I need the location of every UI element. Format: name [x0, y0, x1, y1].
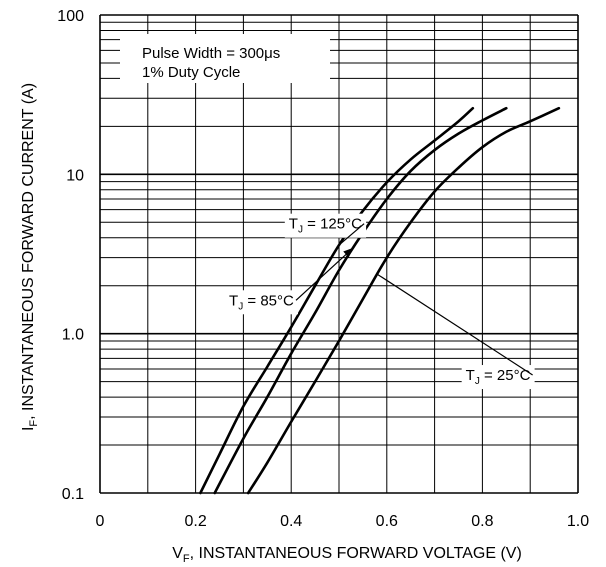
curve-tj-25c	[246, 106, 561, 495]
series-label-background	[225, 290, 299, 315]
label-tj-85c: TJ = 85°C	[225, 247, 354, 315]
x-tick-label: 0	[96, 513, 105, 530]
series-annotations: TJ = 125°C TJ = 85°C TJ = 25°C	[225, 213, 535, 390]
leader-line	[295, 247, 354, 301]
y-axis-title: IF, INSTANTANEOUS FORWARD CURRENT (A)	[20, 83, 40, 431]
note-duty-cycle: 1% Duty Cycle	[142, 64, 240, 81]
leader-line	[376, 273, 533, 376]
curve-tj-125c	[199, 106, 475, 495]
y-tick-label: 10	[66, 167, 84, 184]
grid	[99, 14, 579, 494]
y-tick-label: 1.0	[62, 327, 84, 344]
x-tick-label: 0.4	[280, 513, 302, 530]
series-label-text: TJ = 125°C	[289, 216, 362, 236]
arrowhead	[343, 247, 354, 258]
y-tick-label: 100	[57, 8, 84, 25]
x-tick-label: 0.2	[184, 513, 206, 530]
x-tick-label: 1.0	[567, 513, 589, 530]
x-tick-label: 0.8	[471, 513, 493, 530]
label-tj-25c: TJ = 25°C	[376, 273, 535, 390]
label-tj-125c: TJ = 125°C	[284, 213, 367, 246]
x-tick-label: 0.6	[376, 513, 398, 530]
note-background	[120, 34, 330, 83]
y-tick-label: 0.1	[62, 486, 84, 503]
series-label-text: TJ = 25°C	[466, 367, 531, 387]
series-label-text: TJ = 85°C	[229, 292, 294, 312]
tick-labels: 0 0.2 0.4 0.6 0.8 1.0 0.1 1.0 10 100	[57, 8, 589, 530]
note-box: Pulse Width = 300μs 1% Duty Cycle	[120, 34, 330, 83]
x-axis-title: VF, INSTANTANEOUS FORWARD VOLTAGE (V)	[172, 545, 522, 565]
leader-line	[338, 223, 365, 246]
note-pulse-width: Pulse Width = 300μs	[142, 45, 280, 62]
